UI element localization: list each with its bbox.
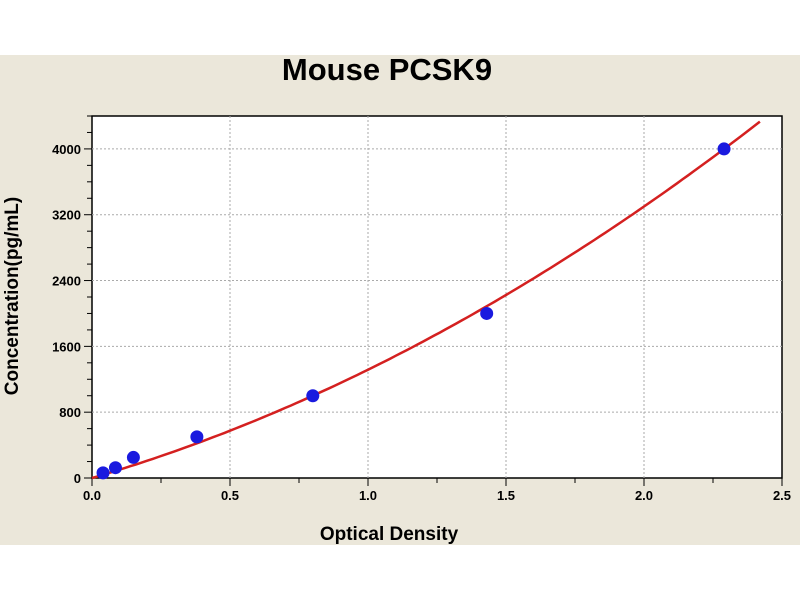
y-tick-label: 0 [74,471,81,486]
x-tick-label: 1.0 [359,488,377,503]
data-point [480,306,494,320]
x-tick-label: 2.5 [773,488,791,503]
x-tick-label: 0.0 [83,488,101,503]
chart-title: Mouse PCSK9 [282,52,492,87]
fit-curve [91,120,761,480]
y-tick-label: 2400 [52,274,81,289]
y-tick-label: 1600 [52,339,81,354]
data-point [306,389,320,403]
data-point [190,430,204,444]
y-tick-label: 4000 [52,142,81,157]
data-points [96,142,731,480]
data-point [717,142,731,156]
grid [92,116,782,478]
x-tick-label: 1.5 [497,488,515,503]
x-tick-label: 0.5 [221,488,239,503]
y-axis-label: Concentration(pg/mL) [2,197,23,395]
plot-area [91,115,783,479]
x-axis-label: Optical Density [320,524,459,545]
data-point [96,466,110,480]
y-tick-label: 800 [59,405,81,420]
x-tick-label: 2.0 [635,488,653,503]
y-tick-label: 3200 [52,208,81,223]
axes: 0.0 0.5 1.0 1.5 2.0 2.5 0 800 1600 2400 3200 4000 [52,115,791,503]
data-point [126,450,140,464]
data-point [108,461,122,475]
